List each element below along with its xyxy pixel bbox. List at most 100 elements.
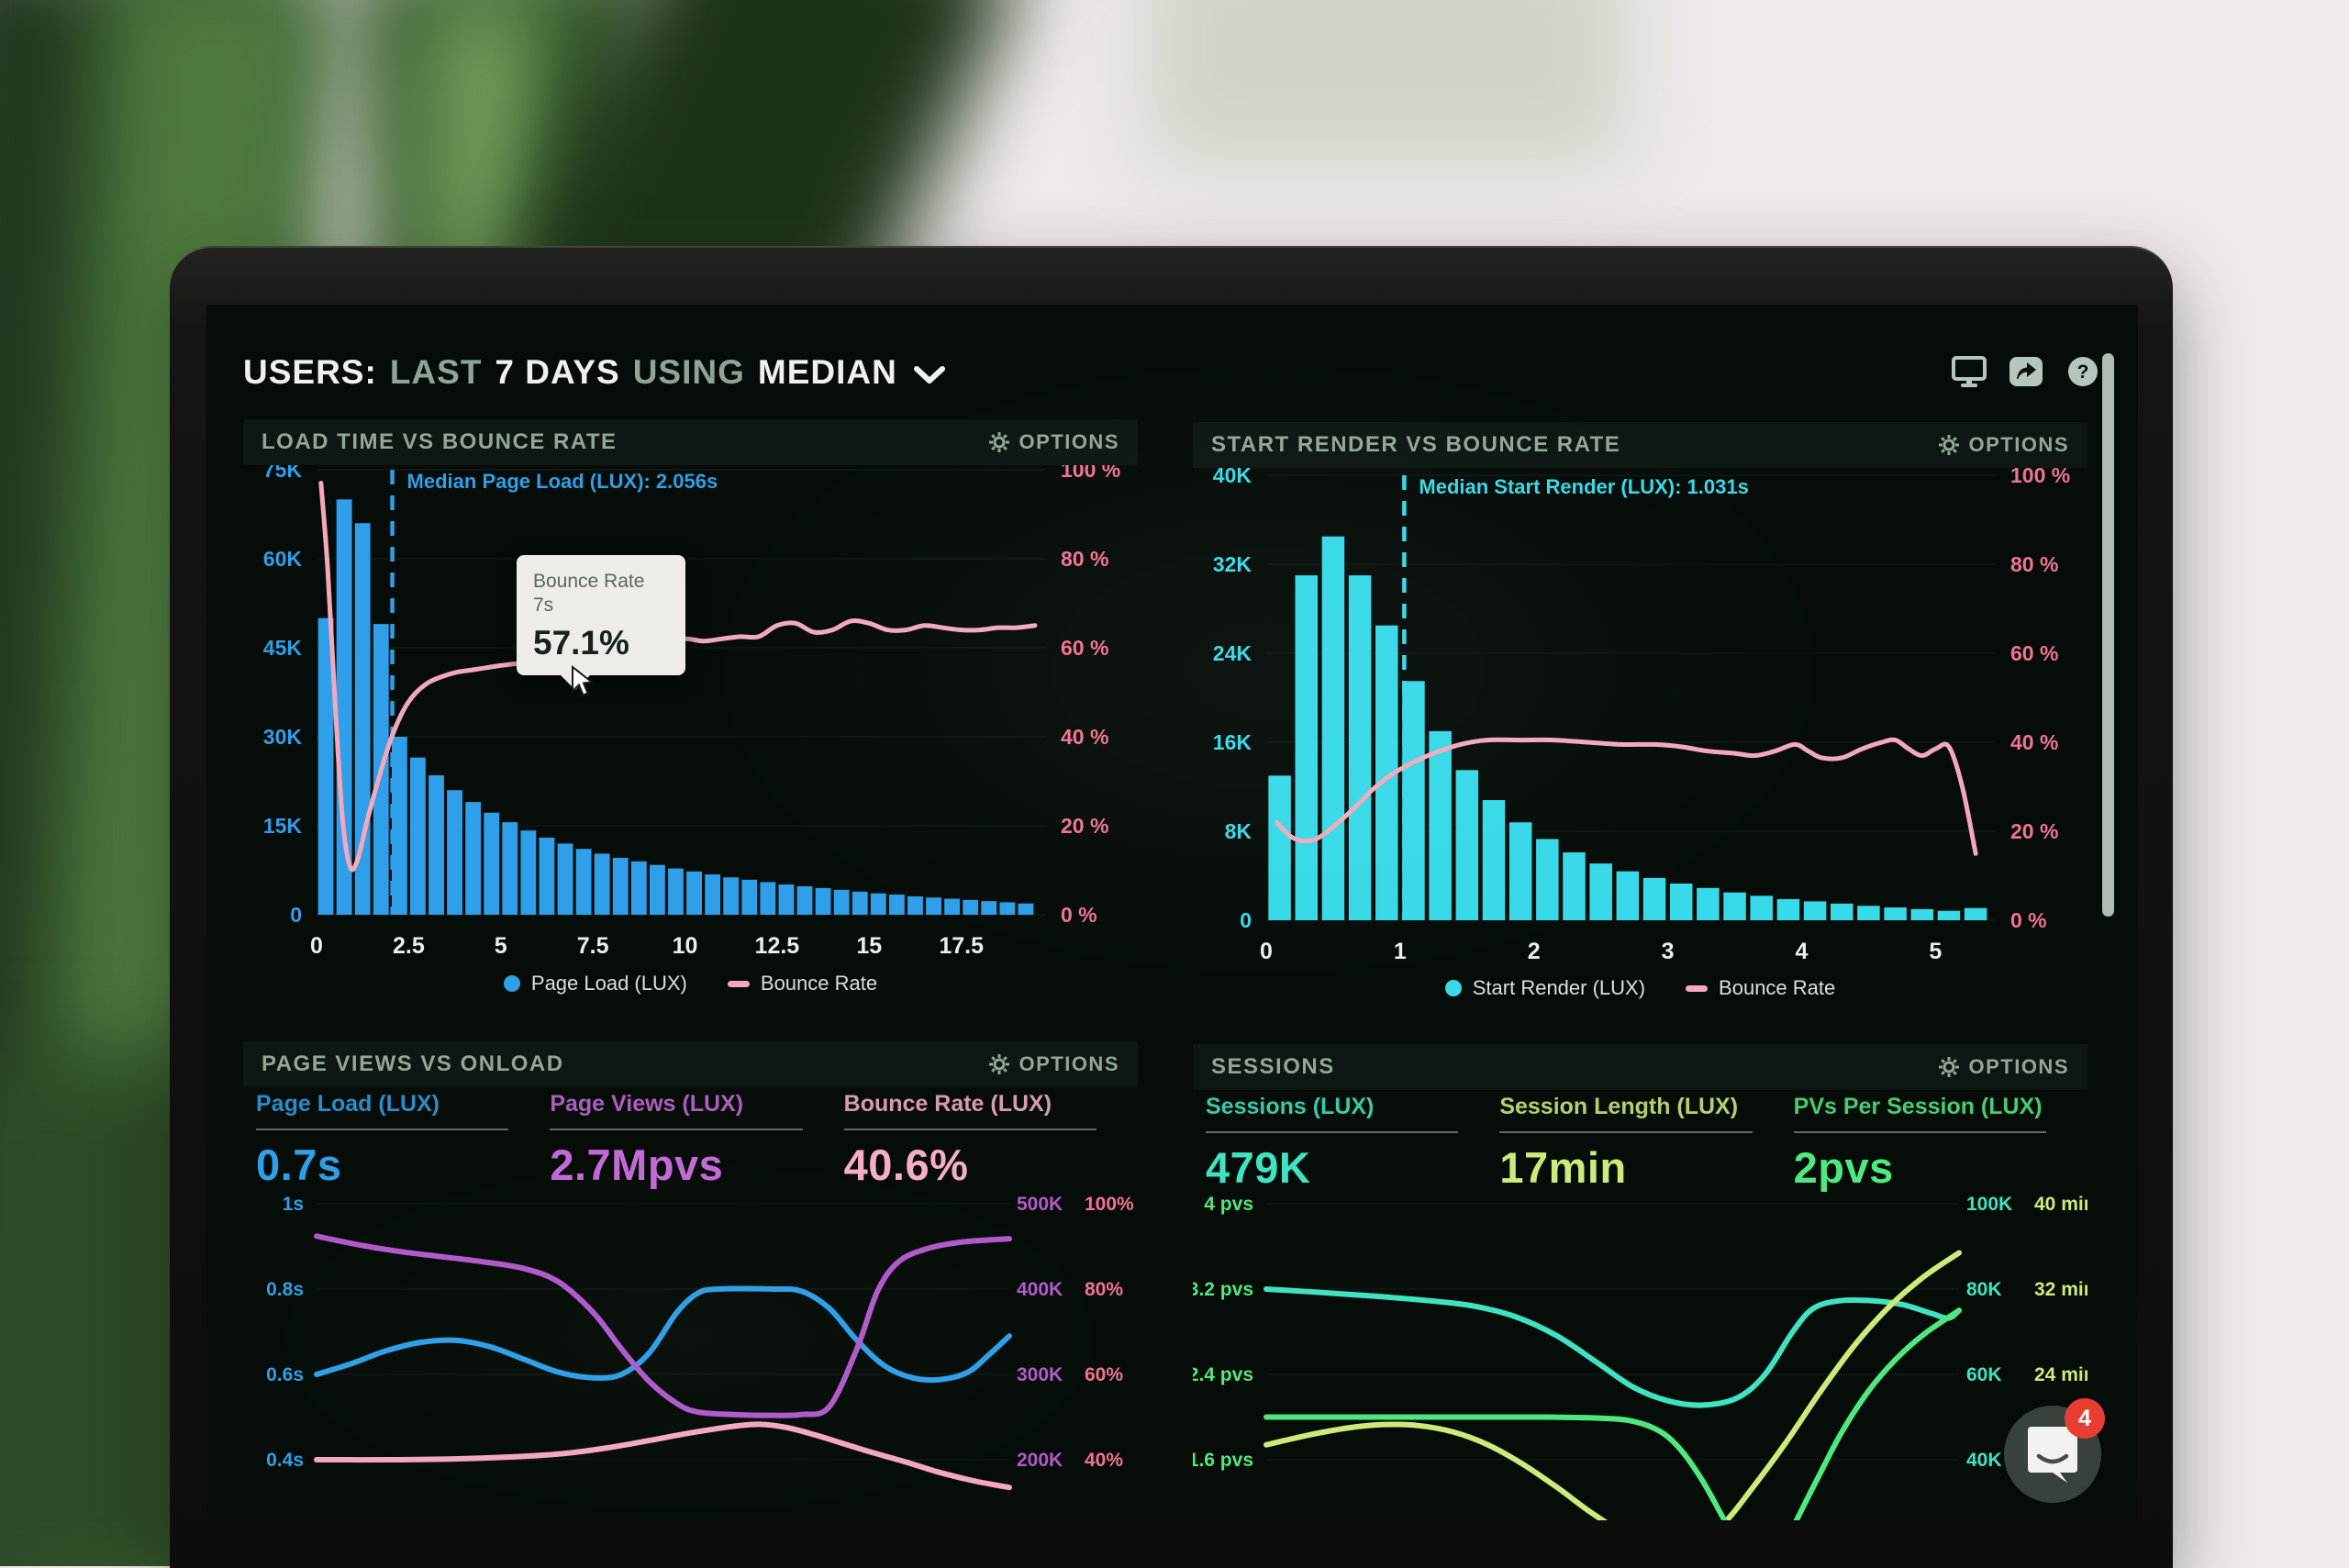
svg-text:80%: 80% <box>1085 1279 1123 1300</box>
tooltip-series: Bounce Rate <box>533 571 645 592</box>
metric-row: Sessions (LUX) 479K Session Length (LUX) 17… <box>1206 1094 2087 1193</box>
title-segment: 7 DAYS <box>495 353 620 391</box>
gear-icon <box>1939 435 1960 455</box>
title-segment: MEDIAN <box>757 353 897 391</box>
tooltip-value: 57.1% <box>533 623 629 662</box>
svg-text:0: 0 <box>310 933 323 959</box>
svg-text:2.4 pvs: 2.4 pvs <box>1193 1364 1253 1385</box>
page-scrollbar[interactable] <box>2102 353 2114 917</box>
chart-legend: Page Load (LUX) Bounce Rate <box>243 972 1138 995</box>
svg-text:0 %: 0 % <box>1061 903 1097 927</box>
panel-header: SESSIONS OPTIONS <box>1193 1044 2087 1090</box>
header-toolbar: ? <box>1952 356 2100 387</box>
gear-icon <box>1939 1057 1960 1077</box>
laptop: USERS: LAST 7 DAYS USING MEDIAN ? <box>170 246 2173 1568</box>
svg-text:15: 15 <box>856 933 882 959</box>
mouse-cursor-icon <box>572 665 595 696</box>
metric-row: Page Load (LUX) 0.7s Page Views (LUX) 2.7Mp… <box>256 1091 1138 1190</box>
chat-unread-badge: 4 <box>2065 1398 2105 1439</box>
options-button[interactable]: OPTIONS <box>989 1052 1119 1076</box>
load-time-histogram-chart[interactable]: 75K 100 %60K 80 %45K 60 %30K 40 %15K 20 %0 0 %… <box>243 419 1138 1025</box>
svg-text:0 %: 0 % <box>2010 908 2047 932</box>
title-segment: USING <box>632 353 745 391</box>
gear-icon <box>989 1054 1010 1074</box>
panel-title: PAGE VIEWS VS ONLOAD <box>262 1051 564 1076</box>
metric: Session Length (LUX) 17min <box>1499 1094 1793 1193</box>
svg-text:?: ? <box>2077 361 2089 383</box>
svg-text:60 %: 60 % <box>1061 636 1108 660</box>
metric-label: Page Views (LUX) <box>550 1091 744 1117</box>
options-button[interactable]: OPTIONS <box>1939 1055 2069 1079</box>
svg-text:20 %: 20 % <box>2010 819 2058 843</box>
svg-text:5: 5 <box>495 933 507 959</box>
panel-page-views-vs-onload: 1s 500K 100% 0.8s 400K 80% 0.6s 300K 60% 0.4s 200K… <box>243 1041 1138 1520</box>
metric-value: 0.7s <box>256 1140 342 1189</box>
svg-text:2.5: 2.5 <box>393 933 425 959</box>
legend-label: Start Render (LUX) <box>1472 976 1646 999</box>
svg-text:0: 0 <box>290 903 302 927</box>
svg-text:12.5: 12.5 <box>755 933 800 959</box>
metric-label: Session Length (LUX) <box>1499 1094 1739 1119</box>
legend-dot-icon <box>1444 980 1462 996</box>
chevron-down-icon <box>913 366 945 384</box>
svg-text:100%: 100% <box>1085 1194 1134 1215</box>
chat-widget-button[interactable]: 4 <box>2004 1398 2105 1503</box>
metric-value: 17min <box>1499 1143 1627 1192</box>
svg-text:24K: 24K <box>1213 641 1252 665</box>
help-icon[interactable]: ? <box>2065 356 2100 387</box>
chat-bubble-icon <box>2028 1427 2077 1483</box>
options-button[interactable]: OPTIONS <box>989 430 1119 454</box>
metric-label: Bounce Rate (LUX) <box>843 1091 1052 1117</box>
metric-value: 40.6% <box>843 1140 969 1189</box>
metric-label: Sessions (LUX) <box>1206 1094 1375 1119</box>
svg-text:40 %: 40 % <box>1061 725 1108 749</box>
svg-text:0.6s: 0.6s <box>266 1364 304 1385</box>
svg-text:40%: 40% <box>1085 1450 1123 1471</box>
svg-text:32 min: 32 min <box>2034 1279 2087 1300</box>
metric-divider <box>843 1129 1097 1130</box>
dashboard-screen: USERS: LAST 7 DAYS USING MEDIAN ? <box>206 305 2138 1520</box>
start-render-histogram-chart[interactable]: 40K 100 %32K 80 %24K 60 %16K 40 %8K 20 %0 0 %0… <box>1193 422 2087 1028</box>
svg-text:3.2 pvs: 3.2 pvs <box>1193 1279 1253 1300</box>
metric-divider <box>1793 1131 2046 1133</box>
panel-sessions: 4 pvs 100K 40 min 3.2 pvs 80K 32 min 2.4 pvs 60… <box>1193 1044 2087 1520</box>
metric-divider <box>1499 1131 1753 1133</box>
chart-tooltip: Bounce Rate 7s 57.1% <box>517 555 685 690</box>
options-label: OPTIONS <box>1968 1055 2069 1078</box>
options-button[interactable]: OPTIONS <box>1939 433 2069 457</box>
svg-text:45K: 45K <box>263 636 303 660</box>
sessions-chart[interactable]: 4 pvs 100K 40 min 3.2 pvs 80K 32 min 2.4 pvs 60… <box>1193 1044 2087 1520</box>
metric: Page Views (LUX) 2.7Mpvs <box>550 1091 843 1190</box>
svg-text:2: 2 <box>1528 939 1541 964</box>
metric-label: Page Load (LUX) <box>256 1091 440 1117</box>
legend-item: Bounce Rate <box>1686 976 1835 1000</box>
page-views-vs-onload-chart[interactable]: 1s 500K 100% 0.8s 400K 80% 0.6s 300K 60% 0.4s 200K… <box>243 1041 1138 1520</box>
metric-divider <box>1206 1131 1459 1133</box>
legend-item: Bounce Rate <box>727 972 877 995</box>
metric: Bounce Rate (LUX) 40.6% <box>843 1091 1138 1190</box>
svg-text:500K: 500K <box>1017 1194 1063 1215</box>
share-icon[interactable] <box>2009 356 2043 387</box>
metric: Page Load (LUX) 0.7s <box>256 1091 550 1190</box>
svg-text:400K: 400K <box>1017 1279 1063 1300</box>
svg-text:0.4s: 0.4s <box>266 1450 304 1471</box>
legend-label: Bounce Rate <box>1719 976 1836 999</box>
display-icon[interactable] <box>1952 356 1987 387</box>
svg-text:17.5: 17.5 <box>939 933 984 959</box>
svg-text:100K: 100K <box>1966 1194 2012 1215</box>
svg-text:40K: 40K <box>1966 1450 2002 1471</box>
svg-text:15K: 15K <box>263 814 303 838</box>
dashboard-title-dropdown[interactable]: USERS: LAST 7 DAYS USING MEDIAN <box>243 345 945 400</box>
tooltip-x-value: 7s <box>533 595 554 617</box>
svg-text:1: 1 <box>1394 939 1407 964</box>
legend-item: Page Load (LUX) <box>503 972 687 995</box>
svg-text:4 pvs: 4 pvs <box>1204 1194 1253 1215</box>
svg-text:60K: 60K <box>1966 1364 2002 1385</box>
legend-dot-icon <box>503 975 520 992</box>
svg-text:10: 10 <box>673 933 698 959</box>
svg-text:60%: 60% <box>1085 1364 1123 1385</box>
svg-text:1.6 pvs: 1.6 pvs <box>1193 1450 1253 1471</box>
svg-text:80 %: 80 % <box>1061 547 1108 571</box>
svg-text:7.5: 7.5 <box>577 933 609 959</box>
svg-text:4: 4 <box>1796 939 1809 964</box>
